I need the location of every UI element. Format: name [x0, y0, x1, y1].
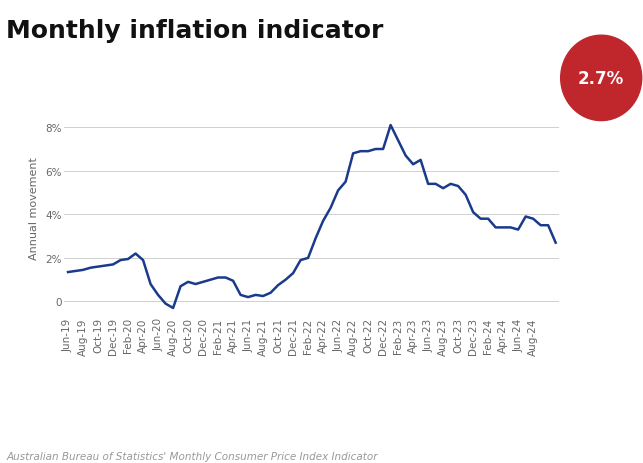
- Text: 2.7%: 2.7%: [578, 70, 624, 88]
- Text: Australian Bureau of Statistics' Monthly Consumer Price Index Indicator: Australian Bureau of Statistics' Monthly…: [6, 450, 378, 461]
- Text: Monthly inflation indicator: Monthly inflation indicator: [6, 19, 384, 43]
- Y-axis label: Annual movement: Annual movement: [30, 157, 39, 260]
